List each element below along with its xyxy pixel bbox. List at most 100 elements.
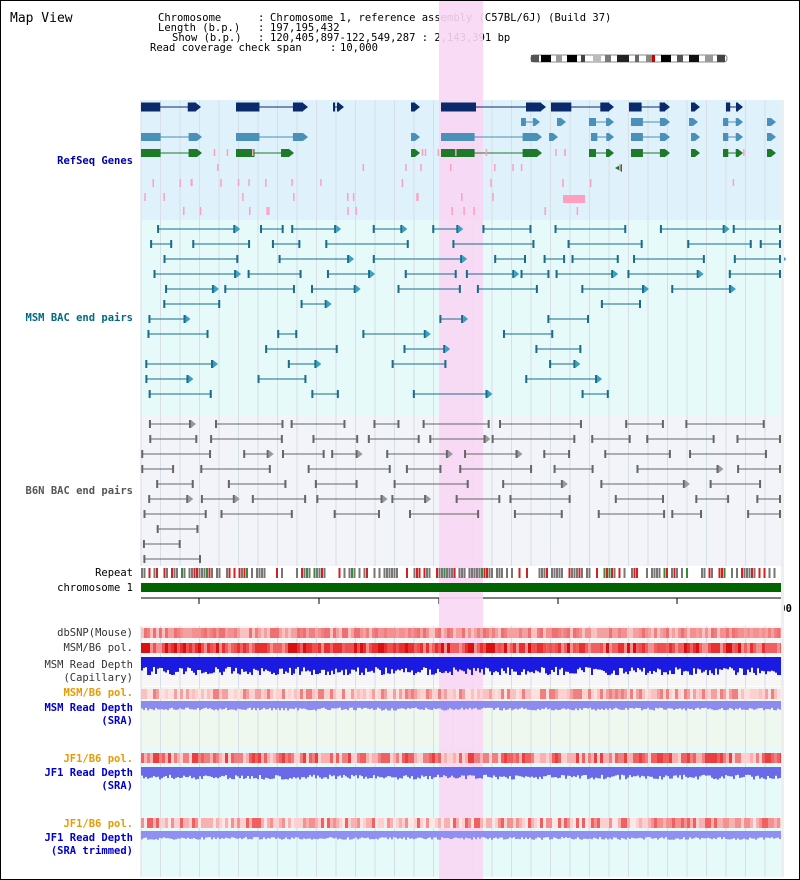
- jf1-depth-trimmed-bar: [185, 831, 187, 839]
- msm-depth-sra-bar: [357, 701, 359, 708]
- msm-pol-cell: [414, 643, 417, 653]
- msm-depth-sra-bar: [703, 701, 705, 709]
- msm-depth-capillary-bar: [771, 657, 773, 671]
- jf1-pol-cell: [555, 753, 558, 763]
- jf1-depth-sra-bar: [365, 767, 367, 777]
- dbsnp-cell: [300, 628, 303, 638]
- jf1-pol-trim-cell: [663, 818, 666, 828]
- msm-depth-sra-bar: [657, 701, 659, 709]
- msm-pol-sra-cell: [567, 689, 570, 699]
- msm-depth-capillary-bar: [189, 657, 191, 669]
- msm-depth-capillary-bar: [545, 657, 547, 674]
- dbsnp-cell: [678, 628, 681, 638]
- msm-depth-capillary-bar: [553, 657, 555, 672]
- msm-pol-cell: [243, 643, 246, 653]
- jf1-depth-trimmed-bar: [333, 831, 335, 839]
- msm-depth-capillary-bar: [379, 657, 381, 671]
- refseq-gene-exon: [411, 133, 413, 141]
- msm-depth-sra-bar: [387, 701, 389, 711]
- jf1-depth-trimmed-bar: [445, 831, 447, 839]
- msm-pol-cell: [375, 643, 378, 653]
- jf1-pol-trim-cell: [558, 818, 561, 828]
- msm-depth-sra-bar: [261, 701, 263, 710]
- dbsnp-cell: [624, 628, 627, 638]
- jf1-depth-trimmed-bar: [337, 831, 339, 840]
- jf1-depth-trimmed-bar: [553, 831, 555, 838]
- msm-depth-capillary-bar: [615, 657, 617, 675]
- msm-pol-cell: [330, 643, 333, 653]
- jf1-depth-sra-bar: [703, 767, 705, 775]
- msm-pol-cell: [759, 643, 762, 653]
- jf1-pol-trim-cell: [321, 818, 324, 828]
- jf1-depth-sra-bar: [385, 767, 387, 778]
- msm-pol-sra-cell: [765, 689, 768, 699]
- msm-bac-pair-end: [525, 375, 528, 383]
- jf1-pol-trim-cell: [534, 818, 537, 828]
- jf1-pol-cell: [276, 753, 279, 763]
- msm-depth-sra-bar: [559, 701, 561, 710]
- msm-pol-sra-cell: [276, 689, 279, 699]
- jf1-depth-trimmed-bar: [765, 831, 767, 838]
- msm-bac-pair-end: [722, 225, 725, 233]
- msm-depth-sra-bar: [235, 701, 237, 711]
- dbsnp-cell: [573, 628, 576, 638]
- msm-depth-capillary-bar: [651, 657, 653, 674]
- jf1-pol-trim-cell: [603, 818, 606, 828]
- jf1-depth-trimmed-bar: [655, 831, 657, 839]
- msm-depth-capillary-bar: [531, 657, 533, 672]
- b6n-bac-pair-end: [553, 465, 556, 473]
- jf1-depth-sra-bar: [549, 767, 551, 775]
- jf1-depth-sra-bar: [283, 767, 285, 780]
- strand-arrow-icon: [463, 315, 469, 323]
- refseq-gene-exon: [767, 149, 769, 157]
- msm-depth-sra-bar: [501, 701, 503, 711]
- jf1-depth-trimmed-bar: [595, 831, 597, 839]
- msm-pol-sra-cell: [612, 689, 615, 699]
- dbsnp-cell: [750, 628, 753, 638]
- jf1-depth-sra-bar: [149, 767, 151, 778]
- repeat-mark: [426, 568, 428, 578]
- msm-bac-pair-end: [397, 285, 400, 293]
- jf1-pol-trim-cell: [756, 818, 759, 828]
- jf1-depth-sra-bar: [529, 767, 531, 778]
- repeat-mark: [583, 568, 586, 578]
- msm-depth-sra-bar: [643, 701, 645, 710]
- msm-pol-sra-cell: [579, 689, 582, 699]
- jf1-pol-cell: [198, 753, 201, 763]
- repeat-mark: [153, 568, 156, 578]
- msm-depth-sra-bar: [423, 701, 425, 710]
- repeat-mark: [703, 568, 706, 578]
- msm-depth-capillary-bar: [455, 657, 457, 670]
- chromosome-ideogram[interactable]: [530, 54, 728, 63]
- b6n-bac-pair-end: [483, 435, 486, 443]
- msm-pol-cell: [237, 643, 240, 653]
- msm-pol-cell: [681, 643, 684, 653]
- jf1-depth-trimmed-bar: [167, 831, 169, 839]
- ideogram-band: [593, 55, 601, 62]
- jf1-pol-trim-cell: [636, 818, 639, 828]
- msm-pol-cell: [771, 643, 774, 653]
- dbsnp-cell: [144, 628, 147, 638]
- repeat-mark: [393, 568, 396, 578]
- refseq-gene-exon: [292, 102, 303, 112]
- msm-pol-sra-cell: [723, 689, 726, 699]
- msm-depth-capillary-bar: [733, 657, 735, 671]
- dbsnp-cell: [243, 628, 246, 638]
- msm-pol-cell: [774, 643, 777, 653]
- dbsnp-cell: [147, 628, 150, 638]
- msm-bac-pair-end: [616, 255, 619, 263]
- refseq-gene-exon: [693, 133, 695, 141]
- jf1-depth-sra-bar: [569, 767, 571, 776]
- msm-pol-cell: [687, 643, 690, 653]
- msm-depth-sra-bar: [491, 701, 493, 708]
- jf1-depth-trimmed-bar: [709, 831, 711, 839]
- msm-pol-cell: [744, 643, 747, 653]
- strand-arrow-icon: [213, 360, 219, 368]
- msm-depth-capillary-bar: [751, 657, 753, 668]
- msm-pol-cell: [555, 643, 558, 653]
- strand-arrow-icon: [609, 118, 614, 126]
- msm-pol-cell: [186, 643, 189, 653]
- msm-depth-sra-bar: [215, 701, 217, 710]
- jf1-depth-sra-bar: [435, 767, 437, 777]
- repeat-mark: [196, 568, 198, 578]
